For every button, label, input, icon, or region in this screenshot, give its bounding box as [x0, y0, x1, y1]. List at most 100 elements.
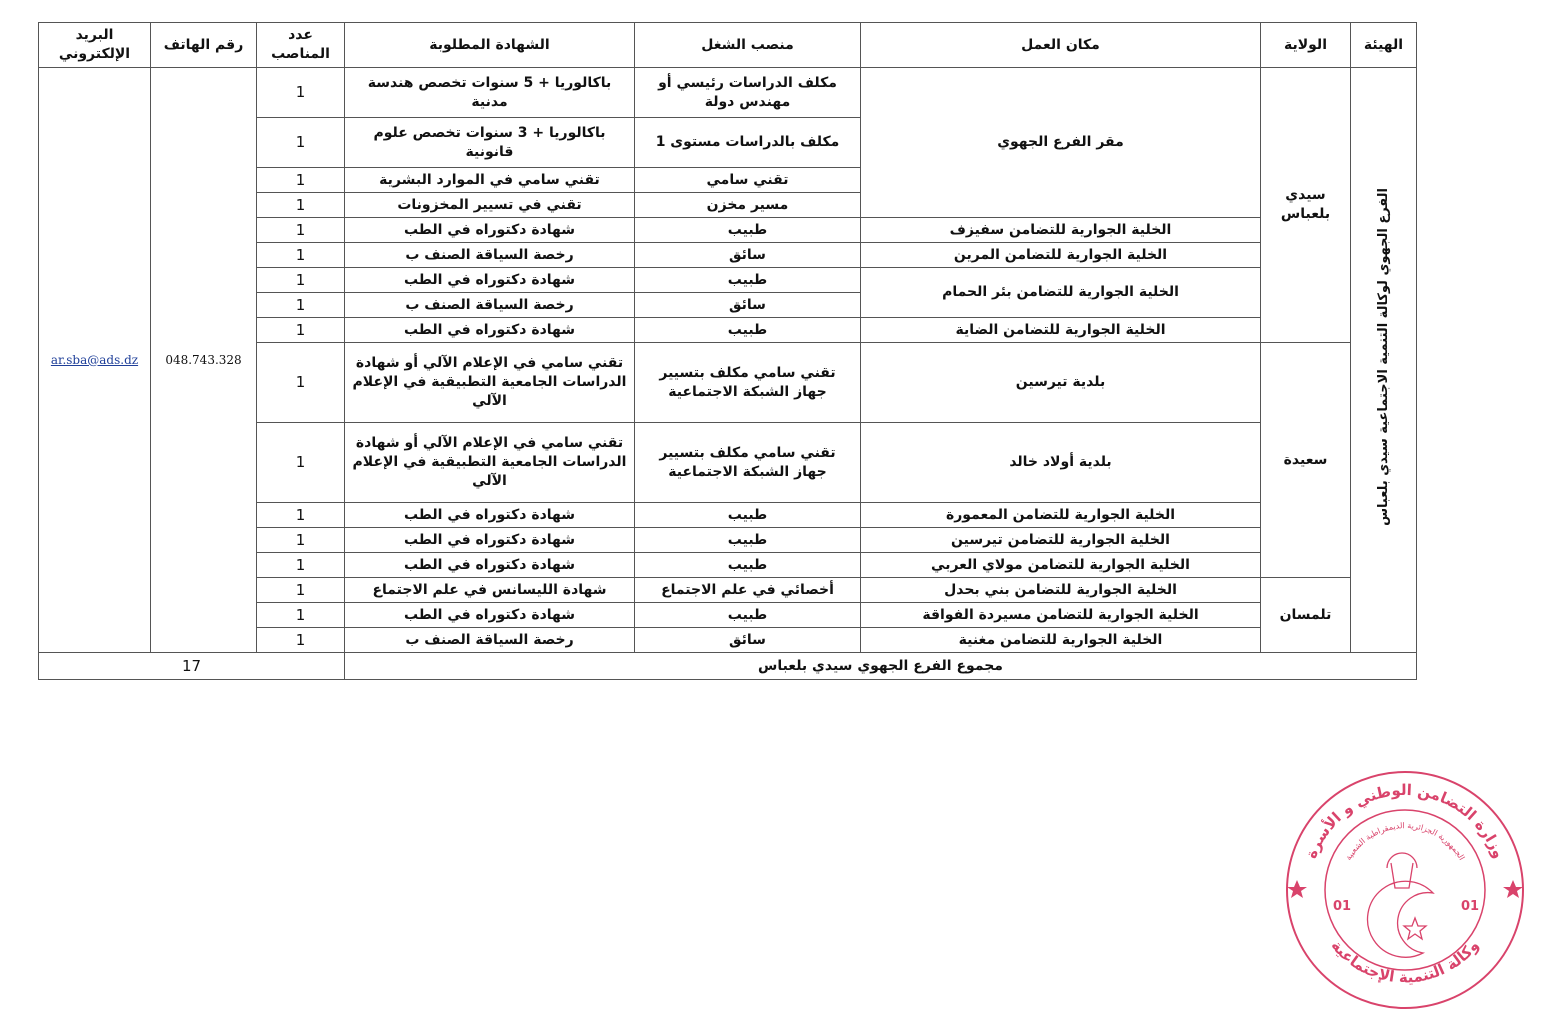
stamp-rings — [1286, 771, 1524, 1009]
count-cell: 1 — [256, 317, 345, 343]
table-row: الخلية الجوارية للتضامن تيرسين طبيب شهادة … — [39, 527, 1417, 553]
certificate-cell: شهادة دكتوراه في الطب — [344, 552, 635, 578]
header-wilaya: الولاية — [1260, 22, 1351, 68]
wilaya-cell: تلمسان — [1260, 577, 1351, 653]
svg-text:الجمهورية الجزائرية الديمقراطي: الجمهورية الجزائرية الديمقراطية الشعبية — [1344, 821, 1467, 862]
count-cell: 1 — [256, 192, 345, 218]
total-row: مجموع الفرع الجهوي سيدي بلعباس 17 — [38, 652, 1417, 680]
wilaya-cell: سعيدة — [1260, 342, 1351, 578]
stamp-stars-icon — [1287, 880, 1523, 898]
workplace-cell: الخلية الجوارية للتضامن مولاي العربي — [860, 552, 1261, 578]
position-cell: طبيب — [634, 527, 861, 553]
workplace-cell: بلدية أولاد خالد — [860, 422, 1261, 503]
position-cell: سائق — [634, 292, 861, 318]
svg-text:01: 01 — [1333, 899, 1351, 914]
position-cell: طبيب — [634, 602, 861, 628]
count-cell: 1 — [256, 527, 345, 553]
workplace-cell: الخلية الجوارية للتضامن بئر الحمام — [860, 267, 1261, 318]
certificate-cell: شهادة دكتوراه في الطب — [344, 217, 635, 243]
certificate-cell: شهادة دكتوراه في الطب — [344, 502, 635, 528]
table-row: الفرع الجهوي لوكالة التنمية الاجتماعية س… — [38, 67, 1417, 653]
count-cell: 1 — [256, 502, 345, 528]
certificate-cell: تقني سامي في الإعلام الآلي أو شهادة الدر… — [344, 342, 635, 423]
count-cell: 1 — [256, 242, 345, 268]
table-row: بلدية أولاد خالد تقني سامي مكلف بتسيير جه… — [39, 422, 1417, 503]
header-certificate: الشهادة المطلوبة — [344, 22, 635, 68]
certificate-cell: تقني في تسيير المخزونات — [344, 192, 635, 218]
table-row: الخلية الجوارية للتضامن بئر الحمام طبيب شه… — [39, 267, 1417, 318]
header-phone: رقم الهاتف — [150, 22, 257, 68]
table-row: مسير مخزن تقني في تسيير المخزونات 1 — [39, 192, 1417, 218]
workplace-cell: الخلية الجوارية للتضامن مغنية — [860, 627, 1261, 653]
position-cell: تقني سامي مكلف بتسيير جهاز الشبكة الاجتم… — [634, 422, 861, 503]
certificate-cell: شهادة الليسانس في علم الاجتماع — [344, 577, 635, 603]
count-cell: 1 — [256, 217, 345, 243]
email-cell: ar.sba@ads.dz — [38, 67, 151, 653]
position-cell: تقني سامي — [634, 167, 861, 193]
job-positions-table: الهيئة الولاية مكان العمل منصب الشغل الش… — [38, 22, 1417, 680]
count-cell: 1 — [256, 267, 345, 293]
position-cell: سائق — [634, 627, 861, 653]
position-cell: طبيب — [634, 552, 861, 578]
workplace-cell: الخلية الجوارية للتضامن مسيردة الفواقة — [860, 602, 1261, 628]
header-body: الهيئة — [1350, 22, 1417, 68]
certificate-cell: باكالوريا + 3 سنوات تخصص علوم قانونية — [344, 117, 635, 168]
phone-cell: 048.743.328 — [150, 67, 257, 653]
position-cell: مكلف الدراسات رئيسي أو مهندس دولة — [634, 67, 861, 118]
table-row: تلمسان الخلية الجوارية للتضامن بني بحدل أخ… — [39, 577, 1417, 653]
document-page: الهيئة الولاية مكان العمل منصب الشغل الش… — [38, 22, 1417, 680]
total-value: 17 — [38, 652, 345, 680]
count-cell: 1 — [256, 577, 345, 603]
table-row: سعيدة بلدية تيرسين تقني سامي مكلف بتسيير ج… — [39, 342, 1417, 578]
workplace-cell: مقر الفرع الجهوي — [860, 67, 1261, 218]
wilaya-cell: سيدي بلعباس — [1260, 67, 1351, 343]
svg-text:وزارة التضامن الوطني و الأسرة: وزارة التضامن الوطني و الأسرة — [1302, 781, 1508, 861]
certificate-cell: شهادة دكتوراه في الطب — [344, 527, 635, 553]
header-workplace: مكان العمل — [860, 22, 1261, 68]
position-cell: سائق — [634, 242, 861, 268]
table-row: الخلية الجوارية للتضامن مسيردة الفواقة طب… — [39, 602, 1417, 628]
table-row: مكلف بالدراسات مستوى 1 باكالوريا + 3 سنوا… — [39, 117, 1417, 168]
certificate-cell: شهادة دكتوراه في الطب — [344, 602, 635, 628]
position-cell: طبيب — [634, 502, 861, 528]
position-cell: أخصائي في علم الاجتماع — [634, 577, 861, 603]
stamp-emblem-icon — [1366, 852, 1435, 958]
count-cell: 1 — [256, 627, 345, 653]
table-row: الخلية الجوارية للتضامن سفيزف طبيب شهادة د… — [39, 217, 1417, 243]
stamp-text: وزارة التضامن الوطني و الأسرة وكالة التن… — [1302, 781, 1508, 987]
workplace-cell: الخلية الجوارية للتضامن المرين — [860, 242, 1261, 268]
certificate-cell: شهادة دكتوراه في الطب — [344, 317, 635, 343]
svg-text:وكالة التنمية الإجتماعية: وكالة التنمية الإجتماعية — [1328, 936, 1483, 986]
position-cell: طبيب — [634, 217, 861, 243]
header-email: البريد الإلكتروني — [38, 22, 151, 68]
count-cell: 1 — [256, 292, 345, 318]
certificate-cell: شهادة دكتوراه في الطب — [344, 267, 635, 293]
header-count: عدد المناصب — [256, 22, 345, 68]
table-row: تقني سامي تقني سامي في الموارد البشرية 1 — [39, 167, 1417, 193]
certificate-cell: رخصة السياقة الصنف ب — [344, 242, 635, 268]
body-name-cell: الفرع الجهوي لوكالة التنمية الاجتماعية س… — [1350, 67, 1417, 653]
count-cell: 1 — [256, 117, 345, 168]
position-cell: مكلف بالدراسات مستوى 1 — [634, 117, 861, 168]
workplace-cell: الخلية الجوارية للتضامن سفيزف — [860, 217, 1261, 243]
count-cell: 1 — [256, 602, 345, 628]
email-link[interactable]: ar.sba@ads.dz — [50, 352, 139, 367]
count-cell: 1 — [256, 552, 345, 578]
svg-text:01: 01 — [1461, 899, 1479, 914]
body-name: الفرع الجهوي لوكالة التنمية الاجتماعية س… — [1375, 188, 1391, 526]
certificate-cell: تقني سامي في الموارد البشرية — [344, 167, 635, 193]
count-cell: 1 — [256, 422, 345, 503]
count-cell: 1 — [256, 342, 345, 423]
position-cell: طبيب — [634, 267, 861, 293]
workplace-cell: الخلية الجوارية للتضامن بني بحدل — [860, 577, 1261, 603]
workplace-cell: الخلية الجوارية للتضامن الضاية — [860, 317, 1261, 343]
official-stamp: وزارة التضامن الوطني و الأسرة وكالة التن… — [1286, 771, 1524, 1009]
certificate-cell: تقني سامي في الإعلام الآلي أو شهادة الدر… — [344, 422, 635, 503]
position-cell: مسير مخزن — [634, 192, 861, 218]
certificate-cell: رخصة السياقة الصنف ب — [344, 292, 635, 318]
certificate-cell: رخصة السياقة الصنف ب — [344, 627, 635, 653]
position-cell: تقني سامي مكلف بتسيير جهاز الشبكة الاجتم… — [634, 342, 861, 423]
certificate-cell: باكالوريا + 5 سنوات تخصص هندسة مدنية — [344, 67, 635, 118]
position-cell: طبيب — [634, 317, 861, 343]
